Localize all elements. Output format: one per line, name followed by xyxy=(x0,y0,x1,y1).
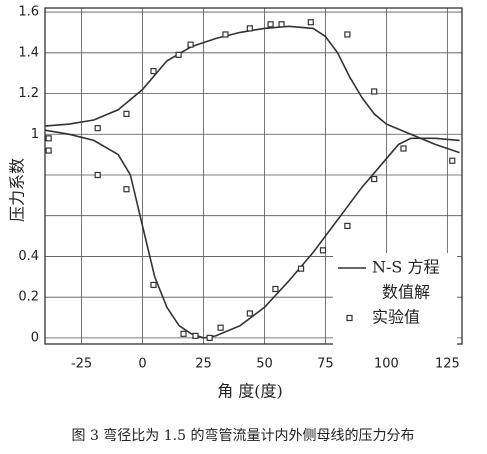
y-tick-label: 0.4 xyxy=(18,249,39,264)
data-point xyxy=(187,41,194,48)
y-tick-label: 0 xyxy=(31,330,39,345)
data-point xyxy=(246,310,253,317)
data-point xyxy=(307,19,314,26)
data-point xyxy=(400,145,407,152)
data-point xyxy=(180,330,187,337)
legend-label: 实验值 xyxy=(372,308,420,327)
x-tick-label: 125 xyxy=(435,357,460,372)
data-point xyxy=(45,147,52,154)
caption: 图 3 弯径比为 1.5 的弯管流量计内外侧母线的压力分布 xyxy=(72,427,415,444)
data-point xyxy=(267,21,274,28)
curve xyxy=(44,25,460,154)
data-point xyxy=(297,265,305,272)
data-point xyxy=(123,110,130,117)
x-tick-label: 100 xyxy=(374,357,399,372)
y-axis-title: 压力系数 xyxy=(8,158,27,222)
y-tick-label: 1 xyxy=(31,127,39,142)
legend-label: N-S 方程 xyxy=(372,258,439,277)
data-point xyxy=(192,332,199,339)
data-point xyxy=(94,125,101,132)
data-point xyxy=(123,186,130,193)
data-point xyxy=(371,88,378,95)
x-tick-label: 75 xyxy=(317,357,334,372)
x-tick-label: 25 xyxy=(195,357,212,372)
data-point xyxy=(371,175,378,183)
data-point xyxy=(246,25,253,32)
curve xyxy=(44,129,460,339)
plot-frame xyxy=(44,7,463,345)
data-point xyxy=(319,247,327,254)
data-point xyxy=(150,281,157,289)
data-point xyxy=(45,135,52,142)
data-point xyxy=(222,31,229,38)
x-tick-label: 50 xyxy=(256,357,273,372)
y-tick-label: 1.6 xyxy=(18,5,39,20)
data-point xyxy=(150,68,157,75)
x-tick-label: 0 xyxy=(138,357,146,372)
y-tick-label: 1.2 xyxy=(18,86,39,101)
data-point xyxy=(217,324,224,331)
data-point xyxy=(94,171,101,179)
y-tick-label: 0.2 xyxy=(18,290,39,305)
data-point xyxy=(272,285,279,293)
x-axis-title: 角 度(度) xyxy=(217,382,283,401)
data-point xyxy=(344,222,351,229)
data-point xyxy=(175,51,182,58)
legend-marker xyxy=(346,314,353,322)
data-point xyxy=(449,157,456,164)
x-tick-label: -25 xyxy=(71,357,92,372)
data-point xyxy=(344,31,351,38)
data-point xyxy=(278,21,285,28)
legend-label: 数值解 xyxy=(382,283,430,302)
y-tick-label: 1.4 xyxy=(18,45,39,60)
data-point xyxy=(206,334,213,341)
